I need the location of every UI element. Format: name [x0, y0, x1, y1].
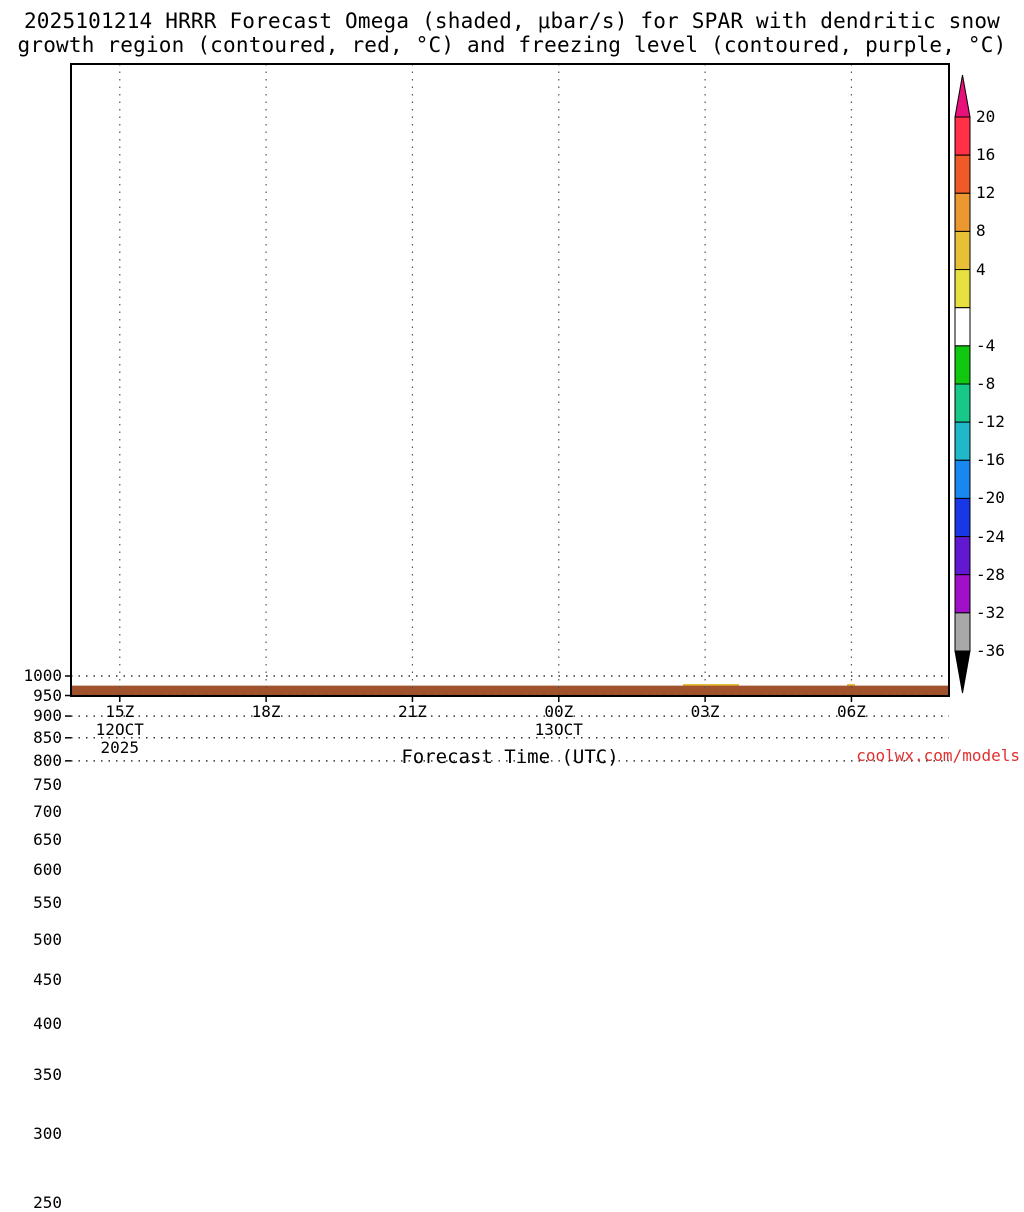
y-tick-label: 800 [33, 750, 62, 770]
axis-ticks [65, 675, 853, 762]
colorbar-bin [954, 612, 971, 652]
colorbar [954, 74, 971, 694]
y-tick-label: 900 [33, 706, 62, 726]
x-axis-title: Forecast Time (UTC) [401, 746, 619, 768]
colorbar-label: -8 [976, 374, 996, 393]
omega-chart: -18-18-18-120 [65, 63, 971, 762]
colorbar-bin [954, 536, 971, 576]
y-tick-label: 400 [33, 1014, 62, 1034]
x-date-label: 13OCT [534, 720, 583, 739]
colorbar-over-arrow [954, 74, 971, 118]
x-tick-label: 18Z [251, 702, 281, 721]
colorbar-label: -36 [976, 641, 1005, 660]
y-tick-label: 350 [33, 1065, 62, 1085]
colorbar-bin [954, 307, 971, 347]
y-tick-label: 250 [33, 1193, 62, 1212]
grid-lines [71, 64, 949, 762]
colorbar-bin [954, 421, 971, 461]
colorbar-bin [954, 383, 971, 423]
colorbar-bin [954, 345, 971, 385]
y-tick-label: 550 [33, 893, 62, 913]
colorbar-label: -28 [976, 564, 1005, 584]
colorbar-label: -20 [976, 488, 1005, 508]
colorbar-bin [954, 154, 971, 194]
y-tick-label: 700 [33, 801, 62, 821]
chart-title-line-2: growth region (contoured, red, °C) and f… [17, 33, 1007, 57]
colorbar-bin [954, 116, 971, 156]
y-tick-label: 600 [33, 860, 62, 880]
site-credit-link[interactable]: coolwx.com/models [856, 746, 1020, 765]
colorbar-bin [954, 192, 971, 232]
x-tick-label: 15Z [105, 702, 135, 721]
colorbar-bin [954, 574, 971, 614]
colorbar-label: -12 [976, 412, 1005, 432]
x-date-label: 2025 [100, 738, 140, 757]
colorbar-label: -4 [976, 335, 996, 355]
x-tick-label: 21Z [397, 702, 427, 721]
colorbar-label: 8 [976, 221, 986, 241]
colorbar-label: -32 [976, 602, 1005, 622]
y-tick-label: 950 [33, 685, 62, 705]
x-tick-label: 00Z [544, 702, 574, 721]
colorbar-label: -16 [976, 450, 1005, 470]
ground-surface [71, 685, 949, 696]
y-tick-label: 300 [33, 1123, 62, 1143]
x-tick-label: 03Z [690, 702, 720, 721]
y-tick-label: 1000 [23, 666, 62, 685]
y-tick-label: 650 [33, 829, 62, 849]
colorbar-bin [954, 230, 971, 271]
y-tick-label: 850 [33, 727, 62, 747]
colorbar-label: 20 [976, 107, 996, 126]
omega-shading [71, 684, 949, 696]
x-date-label: 12OCT [95, 720, 144, 739]
plot-frame [70, 63, 950, 697]
y-tick-label: 450 [33, 969, 62, 989]
colorbar-label: 16 [976, 145, 996, 165]
y-tick-label: 500 [33, 929, 62, 949]
colorbar-bin [954, 459, 971, 499]
colorbar-bin [954, 269, 971, 309]
chart-title-line-1: 2025101214 HRRR Forecast Omega (shaded, … [23, 9, 1001, 33]
y-tick-label: 750 [33, 775, 62, 795]
colorbar-label: -24 [976, 526, 1005, 546]
x-tick-label: 06Z [836, 702, 866, 721]
colorbar-label: 4 [976, 259, 986, 279]
colorbar-label: 12 [976, 183, 996, 203]
colorbar-bin [954, 497, 971, 538]
colorbar-under-arrow [954, 650, 971, 694]
